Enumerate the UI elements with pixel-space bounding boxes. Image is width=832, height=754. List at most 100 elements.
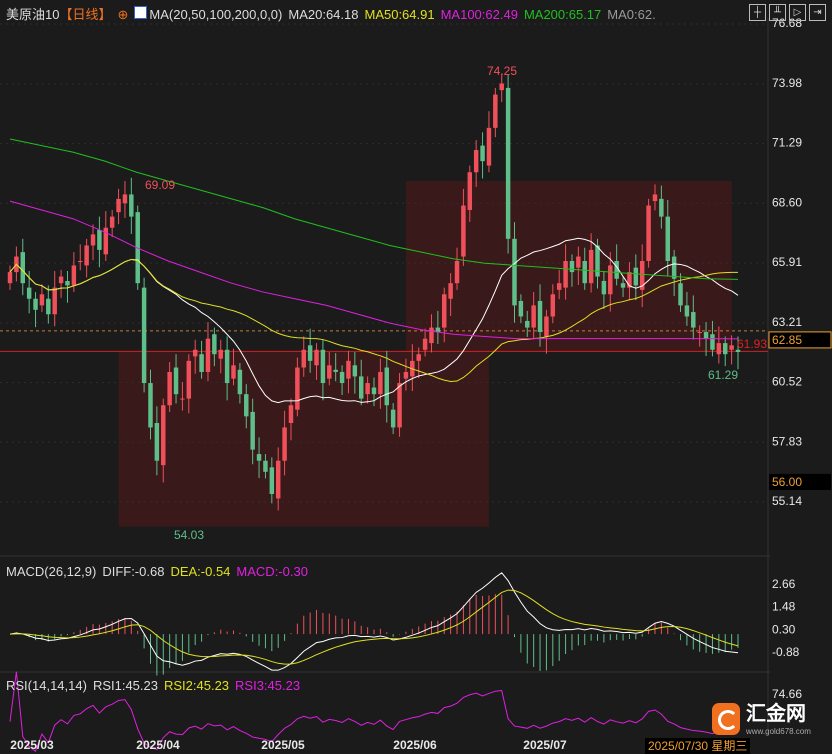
last-price-label: 61.93 (737, 337, 767, 351)
macd-tick: 1.48 (772, 600, 796, 614)
candle (627, 272, 632, 288)
candle (116, 198, 121, 213)
candle (454, 261, 460, 284)
logo-text: 汇金网 (746, 703, 806, 725)
x-axis-label: 2025/06 (393, 738, 437, 752)
price-tick: 55.14 (772, 494, 802, 508)
candle (735, 349, 741, 352)
x-axis-label: 2025/07 (523, 738, 567, 752)
marked-price-box (769, 473, 831, 490)
diff-line (9, 572, 739, 671)
candle (90, 234, 96, 246)
candle (327, 365, 332, 379)
candle (397, 383, 402, 428)
candle (608, 265, 613, 295)
rsi2-value: RSI2:45.23 (163, 678, 230, 693)
candle (231, 365, 236, 379)
current-date: 2025/07/30 星期三 (645, 738, 751, 754)
period-label[interactable]: 【日线】 (59, 7, 112, 22)
candle (103, 227, 109, 255)
candle (537, 300, 543, 333)
candle (250, 411, 255, 450)
candle (333, 369, 338, 372)
candle (448, 283, 453, 299)
zone-box (405, 181, 732, 352)
candle (550, 294, 556, 317)
price-tick: 60.52 (772, 375, 802, 389)
ma50-line (9, 258, 739, 382)
candle (429, 327, 434, 344)
price-tick: 63.21 (772, 315, 802, 329)
candle (646, 205, 651, 262)
ma200-line (9, 138, 739, 280)
candle (161, 405, 166, 466)
candle (58, 276, 64, 284)
x-axis-label: 2025/05 (261, 738, 305, 752)
candle (652, 194, 658, 202)
x-axis-label: 2025/03 (10, 738, 54, 752)
local-high-label: 69.09 (145, 178, 175, 192)
candle (148, 383, 153, 428)
ma-label: MA(20,50,100,200,0,0) (149, 7, 283, 22)
candle (33, 298, 38, 310)
candle (269, 467, 275, 495)
candle (531, 305, 536, 328)
candle (84, 245, 89, 266)
candle (263, 460, 268, 472)
target-icon[interactable]: ⊕ (117, 7, 129, 22)
ma50-value: MA50:64.91 (364, 7, 435, 22)
price-tick: 73.98 (772, 76, 802, 90)
ma-indicator-icon[interactable] (134, 6, 148, 19)
candle (512, 238, 517, 306)
candle (218, 349, 223, 359)
candle (78, 261, 83, 263)
candle (633, 267, 639, 286)
candle (435, 327, 441, 333)
bar-chart-icon[interactable]: ╨ (769, 4, 786, 21)
candle (493, 94, 498, 128)
dea-line (9, 589, 739, 665)
candle (467, 172, 473, 210)
candle (71, 265, 77, 286)
candle (371, 387, 377, 395)
candle (665, 216, 670, 262)
x-axis-label: 2025/04 (136, 738, 180, 752)
candle (192, 349, 198, 357)
candle (684, 305, 690, 317)
candle (473, 150, 479, 173)
candle (518, 300, 524, 317)
price-tick: 71.29 (772, 136, 802, 150)
macd-tick: 0.30 (772, 622, 796, 636)
rsi-tick: 74.66 (772, 687, 802, 701)
logo: 汇金网 www.gold678.com (712, 703, 830, 737)
candle (167, 371, 172, 406)
candle (595, 245, 600, 277)
candle (7, 272, 13, 284)
candle (237, 369, 243, 395)
current-price-box (768, 331, 832, 349)
exit-icon[interactable]: ⇥ (809, 4, 826, 21)
candle (710, 334, 715, 350)
crosshair-icon[interactable]: ┼ (749, 4, 766, 21)
candle (109, 216, 115, 228)
candle (224, 349, 230, 384)
symbol-name: 美原油10 (6, 7, 60, 22)
candle (480, 145, 485, 162)
macd-tick: -0.88 (772, 645, 800, 659)
ma200-value: MA200:65.17 (523, 7, 602, 22)
candle (422, 338, 428, 350)
candle (307, 345, 313, 361)
candle (20, 252, 26, 284)
rsi-label: RSI(14,14,14) (6, 678, 87, 693)
main-header: 美原油10【日线】 ⊕ MA(20,50,100,200,0,0) MA20:64.1… (6, 4, 662, 23)
ma100-value: MA100:62.49 (440, 7, 518, 22)
candle (141, 287, 147, 384)
candle (582, 261, 587, 284)
current-price-label: 62.85 (772, 333, 802, 347)
candle (358, 376, 364, 399)
candle (442, 294, 447, 328)
play-icon[interactable]: ▷ (789, 4, 806, 21)
candle (365, 383, 370, 395)
candle (122, 194, 128, 204)
